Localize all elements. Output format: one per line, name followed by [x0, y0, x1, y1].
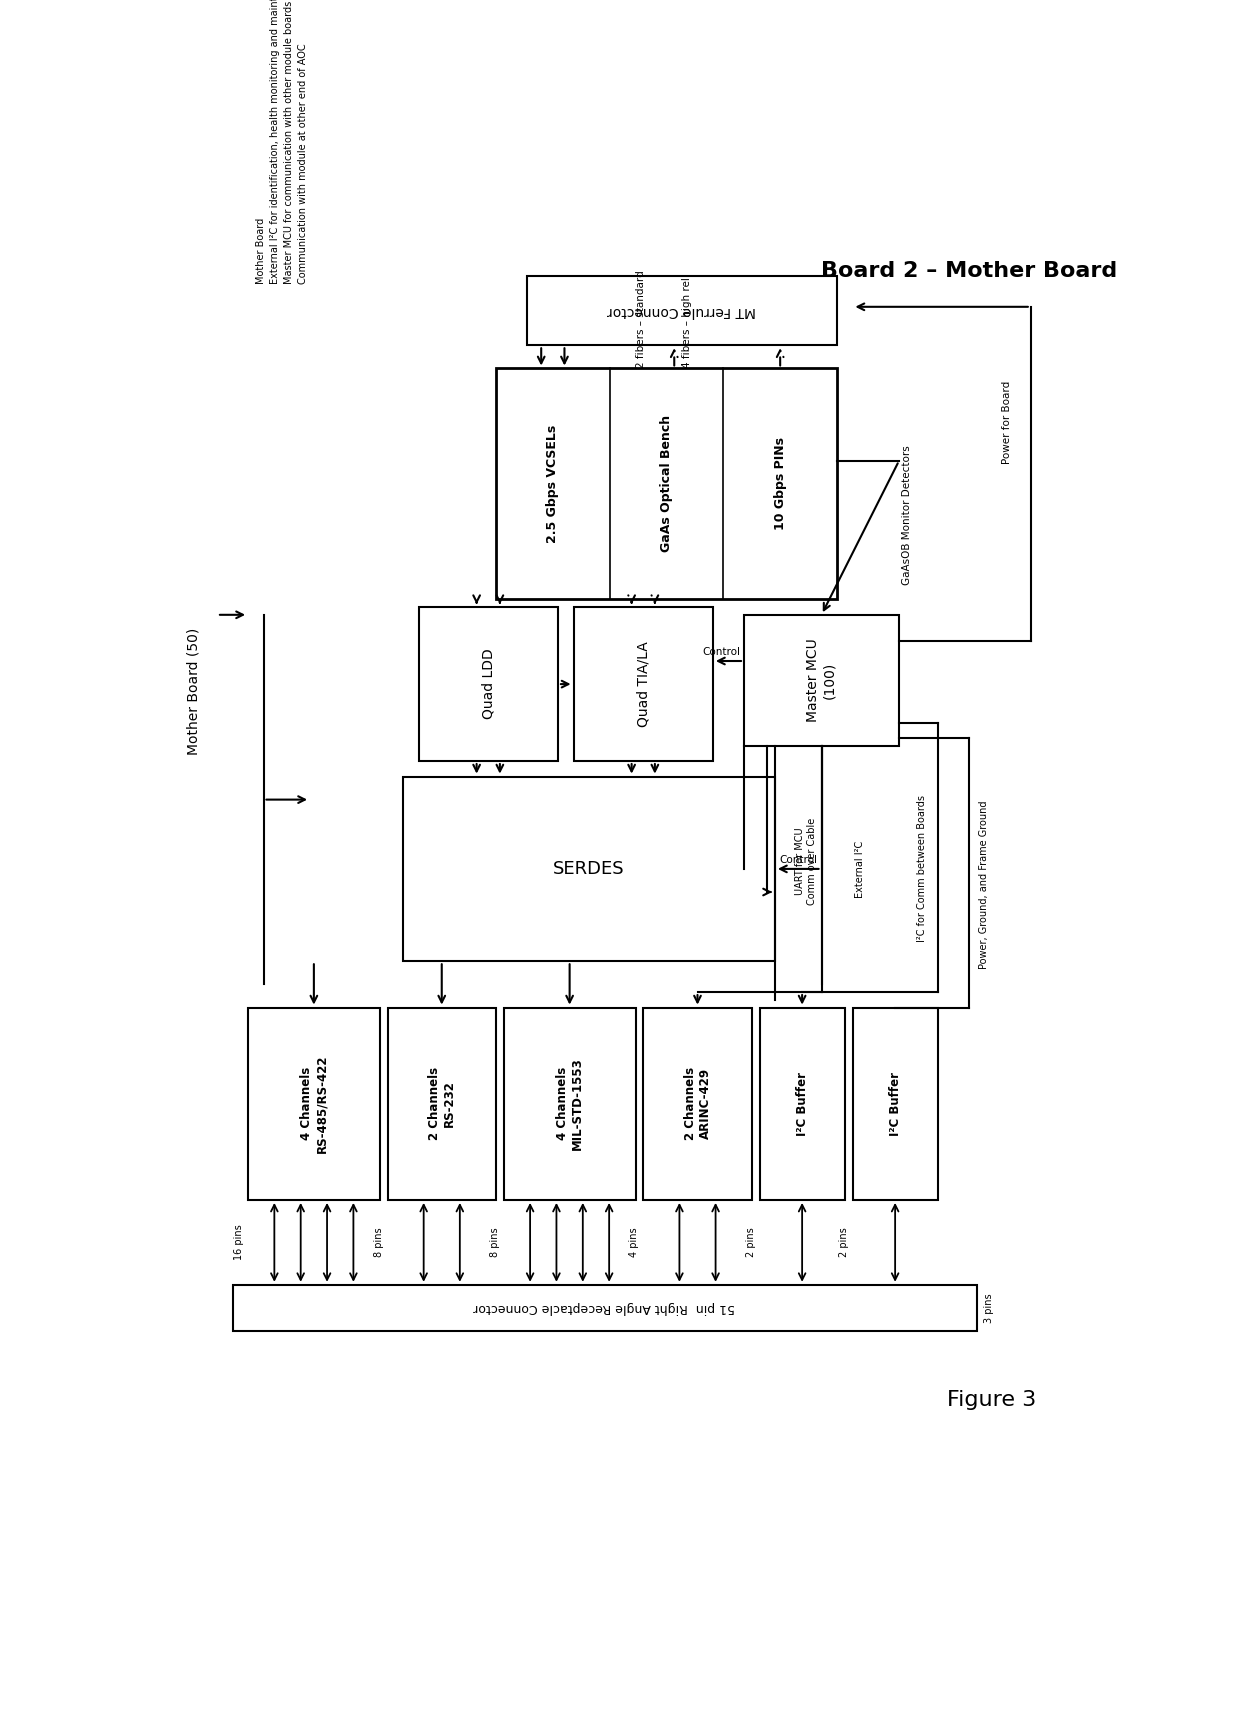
Text: 10 Gbps PINs: 10 Gbps PINs [774, 437, 786, 531]
Text: 4 fibers – high rel: 4 fibers – high rel [682, 278, 692, 368]
Text: Control: Control [702, 647, 740, 657]
Text: MT Ferrule Connector: MT Ferrule Connector [608, 304, 756, 318]
Text: Mother Board (50): Mother Board (50) [187, 628, 201, 756]
Text: Quad LDD: Quad LDD [481, 648, 495, 719]
Text: External I²C: External I²C [856, 840, 866, 897]
Text: Figure 3: Figure 3 [947, 1390, 1037, 1411]
Text: 3 pins: 3 pins [985, 1293, 994, 1323]
Bar [644, 1008, 751, 1200]
Text: 4 Channels
RS-485/RS-422: 4 Channels RS-485/RS-422 [300, 1055, 327, 1153]
Text: Power, Ground, and Frame Ground: Power, Ground, and Frame Ground [980, 801, 990, 968]
Text: 2 Channels
RS-232: 2 Channels RS-232 [428, 1067, 456, 1141]
Text: I²C for Comm between Boards: I²C for Comm between Boards [918, 795, 928, 942]
Text: I²C Buffer: I²C Buffer [796, 1072, 808, 1136]
Text: 4 pins: 4 pins [630, 1228, 640, 1257]
Bar [496, 368, 837, 600]
Bar [419, 607, 558, 761]
Text: Mother Board
External I²C for identification, health monitoring and maintenance
: Mother Board External I²C for identifica… [255, 0, 308, 284]
Text: 16 pins: 16 pins [234, 1224, 244, 1260]
Text: Master MCU
(100): Master MCU (100) [806, 638, 837, 723]
Text: 8 pins: 8 pins [373, 1228, 383, 1257]
Text: Quad TIA/LA: Quad TIA/LA [636, 641, 650, 726]
Text: 2 Channels
ARINC-429: 2 Channels ARINC-429 [683, 1067, 712, 1141]
Text: 2 fibers – standard: 2 fibers – standard [635, 271, 646, 368]
Text: 2 pins: 2 pins [745, 1228, 755, 1257]
Text: Power for Board: Power for Board [1002, 380, 1013, 463]
Bar [527, 277, 837, 346]
Bar [853, 1008, 937, 1200]
Text: GaAsOB Monitor Detectors: GaAsOB Monitor Detectors [901, 444, 911, 584]
Text: UART for MCU
Comm over Cable: UART for MCU Comm over Cable [795, 818, 817, 904]
Bar [503, 1008, 635, 1200]
Text: 8 pins: 8 pins [490, 1228, 500, 1257]
Text: 2 pins: 2 pins [838, 1228, 848, 1257]
Bar [387, 1008, 496, 1200]
Text: 4 Channels
MIL-STD-1553: 4 Channels MIL-STD-1553 [556, 1058, 584, 1150]
Text: 2.5 Gbps VCSELs: 2.5 Gbps VCSELs [547, 425, 559, 543]
Bar [759, 1008, 844, 1200]
Text: Board 2 – Mother Board: Board 2 – Mother Board [821, 261, 1117, 280]
Bar [248, 1008, 379, 1200]
Bar [573, 607, 713, 761]
Bar [403, 776, 775, 961]
Bar [744, 616, 899, 745]
Text: Control: Control [779, 856, 817, 864]
Text: I²C Buffer: I²C Buffer [889, 1072, 901, 1136]
Bar [233, 1285, 977, 1331]
Text: 51 pin  Right Angle Receptacle Connector: 51 pin Right Angle Receptacle Connector [474, 1302, 735, 1314]
Text: GaAs Optical Bench: GaAs Optical Bench [660, 415, 673, 553]
Text: SERDES: SERDES [553, 859, 625, 878]
